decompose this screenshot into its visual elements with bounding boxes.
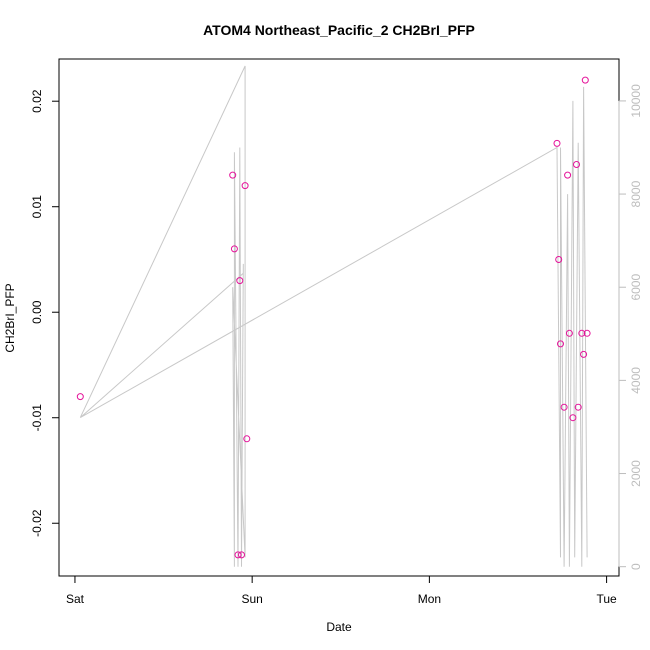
y-axis-label: CH2BrI_PFP [3, 283, 17, 352]
data-point [564, 171, 572, 179]
data-point [569, 414, 577, 422]
data-point [243, 435, 251, 443]
data-point [578, 329, 586, 337]
data-point [230, 245, 238, 253]
y2-tick-label: 4000 [629, 367, 643, 394]
y-tick-label: 0.01 [30, 195, 44, 219]
data-point [573, 161, 580, 168]
y2-tick-label: 0 [629, 563, 643, 570]
series-line-layer [79, 65, 588, 567]
data-point [581, 76, 589, 84]
plot-frame [58, 58, 620, 577]
data-point [236, 277, 244, 285]
data-point [583, 329, 591, 337]
y2-tick-label: 8000 [629, 180, 643, 207]
x-axis-label: Date [326, 620, 352, 634]
data-point [557, 340, 564, 348]
data-point [234, 551, 242, 559]
y-tick-label: -0.02 [30, 509, 44, 537]
x-tick-label: Tue [596, 592, 617, 606]
y-axis-left: -0.02 -0.01 0.00 0.01 0.02 [30, 89, 60, 537]
x-tick-label: Sat [66, 592, 85, 606]
y2-tick-label: 2000 [629, 460, 643, 487]
data-point [565, 329, 573, 337]
y-tick-label: 0.00 [30, 300, 44, 324]
y2-tick-label: 10000 [629, 84, 643, 118]
y2-tick-label: 6000 [629, 274, 643, 301]
chart-title: ATOM4 Northeast_Pacific_2 CH2BrI_PFP [203, 22, 475, 38]
x-tick-label: Sun [241, 592, 262, 606]
data-point [560, 403, 568, 411]
data-point [580, 350, 588, 358]
data-point [76, 393, 84, 401]
data-point [555, 256, 563, 263]
data-point [229, 171, 237, 179]
y-tick-label: 0.02 [30, 89, 44, 113]
series-points-layer [76, 76, 591, 559]
y-axis-right: 0 2000 4000 6000 8000 10000 [618, 84, 643, 570]
data-point [238, 551, 245, 559]
series-line [79, 65, 588, 567]
data-point [574, 403, 582, 411]
data-point [241, 182, 249, 190]
x-tick-label: Mon [418, 592, 441, 606]
x-axis: Sat Sun Mon Tue [66, 575, 617, 606]
y-tick-label: -0.01 [30, 404, 44, 432]
data-point [553, 139, 561, 147]
